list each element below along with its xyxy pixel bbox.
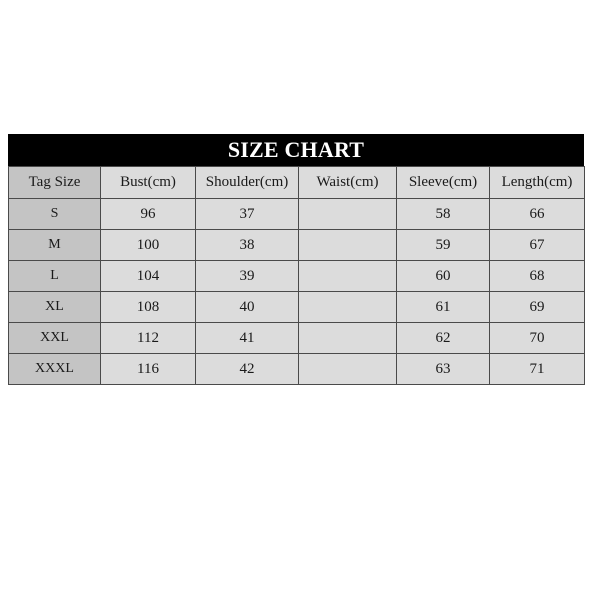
cell-waist xyxy=(298,198,397,230)
cell-sleeve: 62 xyxy=(396,322,490,354)
cell-bust: 108 xyxy=(100,291,196,323)
cell-tag-size: XL xyxy=(8,291,101,323)
header-tag-size: Tag Size xyxy=(8,166,101,199)
table-row: S 96 37 58 66 xyxy=(8,198,585,230)
size-chart: SIZE CHART Tag Size Bust(cm) Shoulder(cm… xyxy=(8,134,585,385)
cell-length: 66 xyxy=(489,198,585,230)
header-bust: Bust(cm) xyxy=(100,166,196,199)
cell-shoulder: 42 xyxy=(195,353,299,385)
cell-bust: 96 xyxy=(100,198,196,230)
cell-sleeve: 58 xyxy=(396,198,490,230)
cell-length: 68 xyxy=(489,260,585,292)
size-table: Tag Size Bust(cm) Shoulder(cm) Waist(cm)… xyxy=(8,166,585,385)
table-row: XXXL 116 42 63 71 xyxy=(8,353,585,385)
cell-shoulder: 41 xyxy=(195,322,299,354)
cell-bust: 112 xyxy=(100,322,196,354)
table-row: L 104 39 60 68 xyxy=(8,260,585,292)
header-length: Length(cm) xyxy=(489,166,585,199)
cell-waist xyxy=(298,229,397,261)
cell-shoulder: 40 xyxy=(195,291,299,323)
cell-shoulder: 37 xyxy=(195,198,299,230)
cell-waist xyxy=(298,353,397,385)
cell-length: 67 xyxy=(489,229,585,261)
cell-sleeve: 61 xyxy=(396,291,490,323)
cell-tag-size: L xyxy=(8,260,101,292)
cell-waist xyxy=(298,291,397,323)
cell-sleeve: 63 xyxy=(396,353,490,385)
table-row: XL 108 40 61 69 xyxy=(8,291,585,323)
header-waist: Waist(cm) xyxy=(298,166,397,199)
cell-bust: 116 xyxy=(100,353,196,385)
cell-length: 70 xyxy=(489,322,585,354)
header-shoulder: Shoulder(cm) xyxy=(195,166,299,199)
table-row: M 100 38 59 67 xyxy=(8,229,585,261)
cell-length: 71 xyxy=(489,353,585,385)
cell-bust: 100 xyxy=(100,229,196,261)
table-row: XXL 112 41 62 70 xyxy=(8,322,585,354)
cell-sleeve: 59 xyxy=(396,229,490,261)
chart-title: SIZE CHART xyxy=(8,134,584,166)
cell-sleeve: 60 xyxy=(396,260,490,292)
header-row: Tag Size Bust(cm) Shoulder(cm) Waist(cm)… xyxy=(8,166,585,199)
cell-tag-size: M xyxy=(8,229,101,261)
cell-tag-size: XXXL xyxy=(8,353,101,385)
cell-shoulder: 39 xyxy=(195,260,299,292)
cell-waist xyxy=(298,322,397,354)
cell-waist xyxy=(298,260,397,292)
cell-shoulder: 38 xyxy=(195,229,299,261)
cell-tag-size: XXL xyxy=(8,322,101,354)
cell-bust: 104 xyxy=(100,260,196,292)
header-sleeve: Sleeve(cm) xyxy=(396,166,490,199)
cell-tag-size: S xyxy=(8,198,101,230)
cell-length: 69 xyxy=(489,291,585,323)
